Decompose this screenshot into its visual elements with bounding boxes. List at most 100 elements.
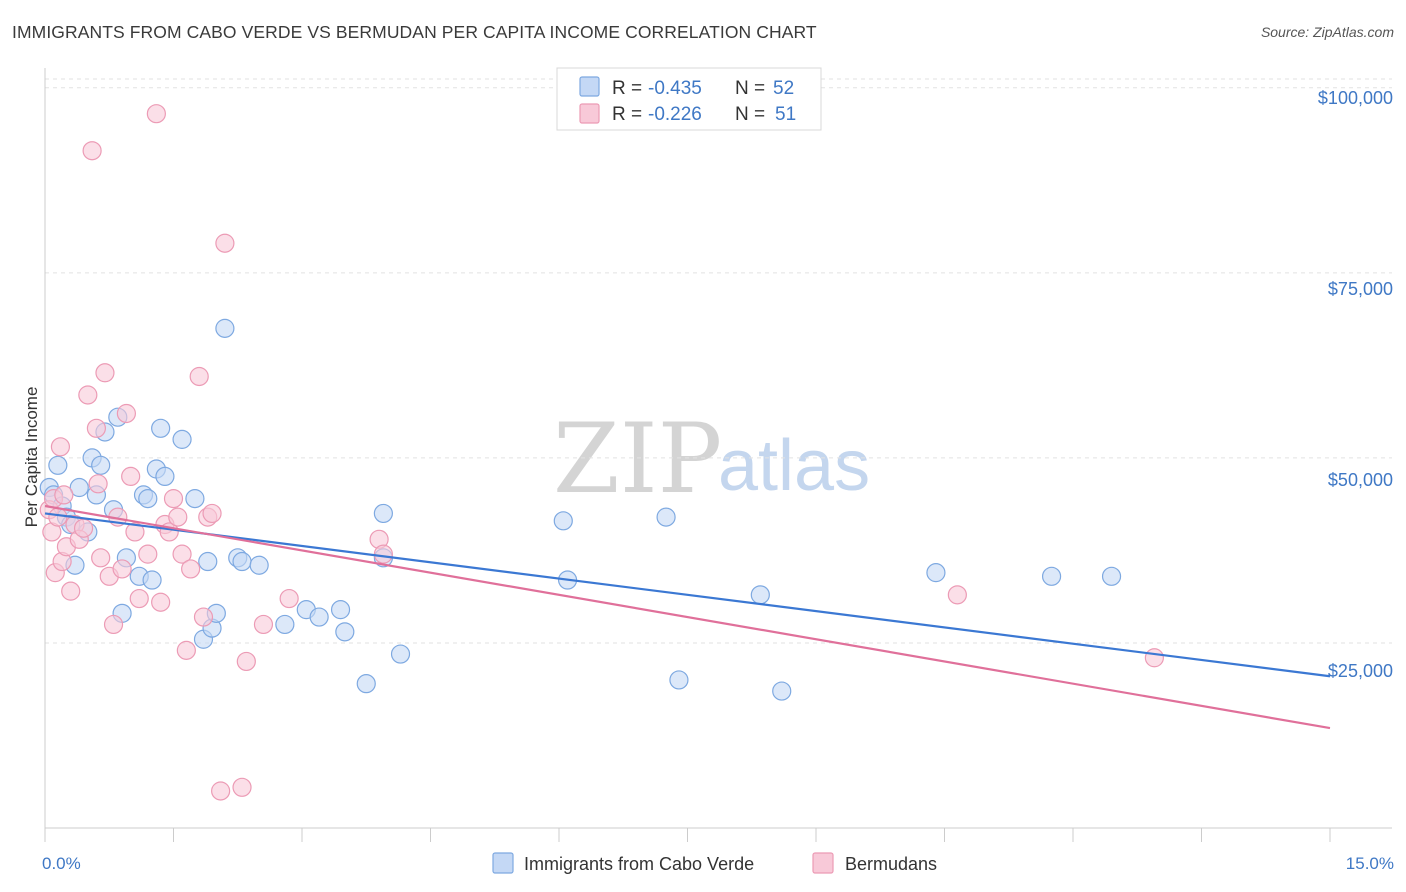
point-pink-24 — [121, 466, 141, 487]
legend-n-label-blue: N = — [735, 78, 765, 99]
point-blue-47 — [750, 585, 770, 605]
point-blue-30 — [215, 318, 235, 338]
series-legend-swatch-blue — [492, 852, 514, 874]
point-pink-13 — [78, 385, 98, 405]
series-legend: Immigrants from Cabo Verde Bermudans — [492, 852, 937, 874]
point-pink-38 — [193, 607, 214, 627]
point-blue-43 — [553, 511, 573, 531]
trend-line-pink — [44, 504, 1331, 730]
point-pink-36 — [181, 559, 201, 579]
point-pink-32 — [163, 489, 184, 509]
point-pink-27 — [138, 544, 158, 564]
point-pink-28 — [146, 104, 166, 124]
y-axis-title: Per Capita Income — [22, 387, 41, 528]
point-blue-48 — [772, 681, 792, 701]
point-blue-33 — [249, 555, 269, 575]
point-pink-48 — [373, 544, 393, 564]
watermark: ZIP atlas — [553, 403, 870, 515]
chart-source: Source: ZipAtlas.com — [1260, 24, 1394, 40]
point-pink-49 — [947, 585, 967, 605]
point-pink-16 — [88, 474, 108, 494]
point-blue-39 — [356, 674, 376, 694]
point-pink-42 — [215, 233, 235, 253]
points-layer — [39, 104, 1164, 801]
stats-legend: R = -0.435 N = 52 R = -0.226 N = 51 — [556, 67, 822, 131]
point-pink-44 — [236, 651, 256, 672]
legend-n-value-blue: 52 — [773, 78, 794, 99]
point-blue-49 — [926, 563, 946, 583]
series-legend-swatch-pink — [812, 852, 834, 874]
point-pink-35 — [176, 640, 196, 660]
legend-swatch-pink — [579, 103, 600, 124]
chart-title: IMMIGRANTS FROM CABO VERDE VS BERMUDAN P… — [12, 22, 817, 42]
legend-r-value-pink: -0.226 — [648, 104, 702, 125]
legend-n-value-pink: 51 — [775, 104, 796, 125]
legend-n-label-pink: N = — [735, 104, 765, 125]
point-blue-23 — [155, 466, 175, 487]
legend-r-label-blue: R = — [612, 78, 642, 99]
point-blue-37 — [330, 600, 351, 620]
point-blue-51 — [1101, 566, 1122, 586]
point-pink-41 — [211, 781, 231, 801]
point-blue-7 — [69, 477, 89, 498]
series-legend-label-blue: Immigrants from Cabo Verde — [524, 854, 754, 874]
point-pink-33 — [168, 507, 188, 527]
point-blue-50 — [1041, 566, 1062, 586]
point-blue-25 — [185, 489, 205, 509]
point-blue-32 — [232, 551, 252, 572]
y-tick-label-50000: $50,000 — [1328, 470, 1393, 490]
point-pink-43 — [232, 777, 252, 797]
point-blue-11 — [91, 455, 111, 475]
point-pink-12 — [73, 518, 94, 538]
x-tick-label-min: 0.0% — [42, 854, 81, 873]
legend-r-value-blue: -0.435 — [648, 78, 702, 99]
point-blue-46 — [669, 670, 689, 690]
point-pink-46 — [279, 588, 299, 609]
point-pink-9 — [61, 581, 81, 601]
point-pink-17 — [91, 548, 111, 568]
watermark-atlas: atlas — [718, 426, 870, 506]
point-pink-40 — [202, 503, 222, 524]
point-blue-19 — [138, 489, 158, 509]
point-pink-18 — [95, 363, 115, 383]
point-blue-20 — [142, 570, 162, 590]
point-pink-20 — [103, 614, 124, 635]
point-pink-23 — [116, 403, 136, 424]
point-blue-45 — [656, 507, 676, 527]
point-pink-15 — [86, 418, 107, 438]
legend-r-label-pink: R = — [612, 104, 642, 125]
point-pink-26 — [129, 588, 149, 609]
legend-swatch-blue — [579, 76, 600, 97]
point-pink-25 — [125, 522, 145, 542]
point-blue-42 — [390, 644, 411, 664]
stats-legend-box — [556, 67, 822, 131]
point-pink-14 — [82, 141, 102, 161]
point-blue-24 — [172, 429, 192, 449]
trend-line-blue — [44, 512, 1331, 678]
point-pink-50 — [1144, 648, 1164, 668]
point-pink-45 — [253, 614, 274, 635]
point-pink-22 — [112, 559, 132, 579]
point-pink-4 — [48, 507, 68, 527]
point-blue-34 — [275, 614, 295, 635]
x-tick-label-max: 15.0% — [1346, 854, 1394, 873]
trend-layer — [44, 504, 1331, 730]
y-tick-label-75000: $75,000 — [1328, 279, 1393, 299]
point-pink-34 — [172, 544, 192, 564]
point-blue-36 — [309, 607, 329, 627]
point-blue-22 — [151, 418, 171, 438]
watermark-zip: ZIP — [553, 403, 722, 515]
series-legend-label-pink: Bermudans — [845, 854, 937, 874]
point-blue-40 — [373, 503, 393, 524]
axis-layer — [44, 68, 1392, 842]
point-blue-38 — [335, 622, 355, 642]
y-tick-label-100000: $100,000 — [1318, 88, 1393, 108]
point-pink-37 — [189, 366, 209, 387]
point-blue-27 — [198, 551, 218, 572]
point-pink-29 — [151, 592, 171, 612]
point-pink-5 — [50, 437, 71, 457]
point-pink-7 — [54, 485, 74, 505]
y-tick-label-25000: $25,000 — [1328, 661, 1393, 681]
point-blue-2 — [48, 455, 68, 475]
